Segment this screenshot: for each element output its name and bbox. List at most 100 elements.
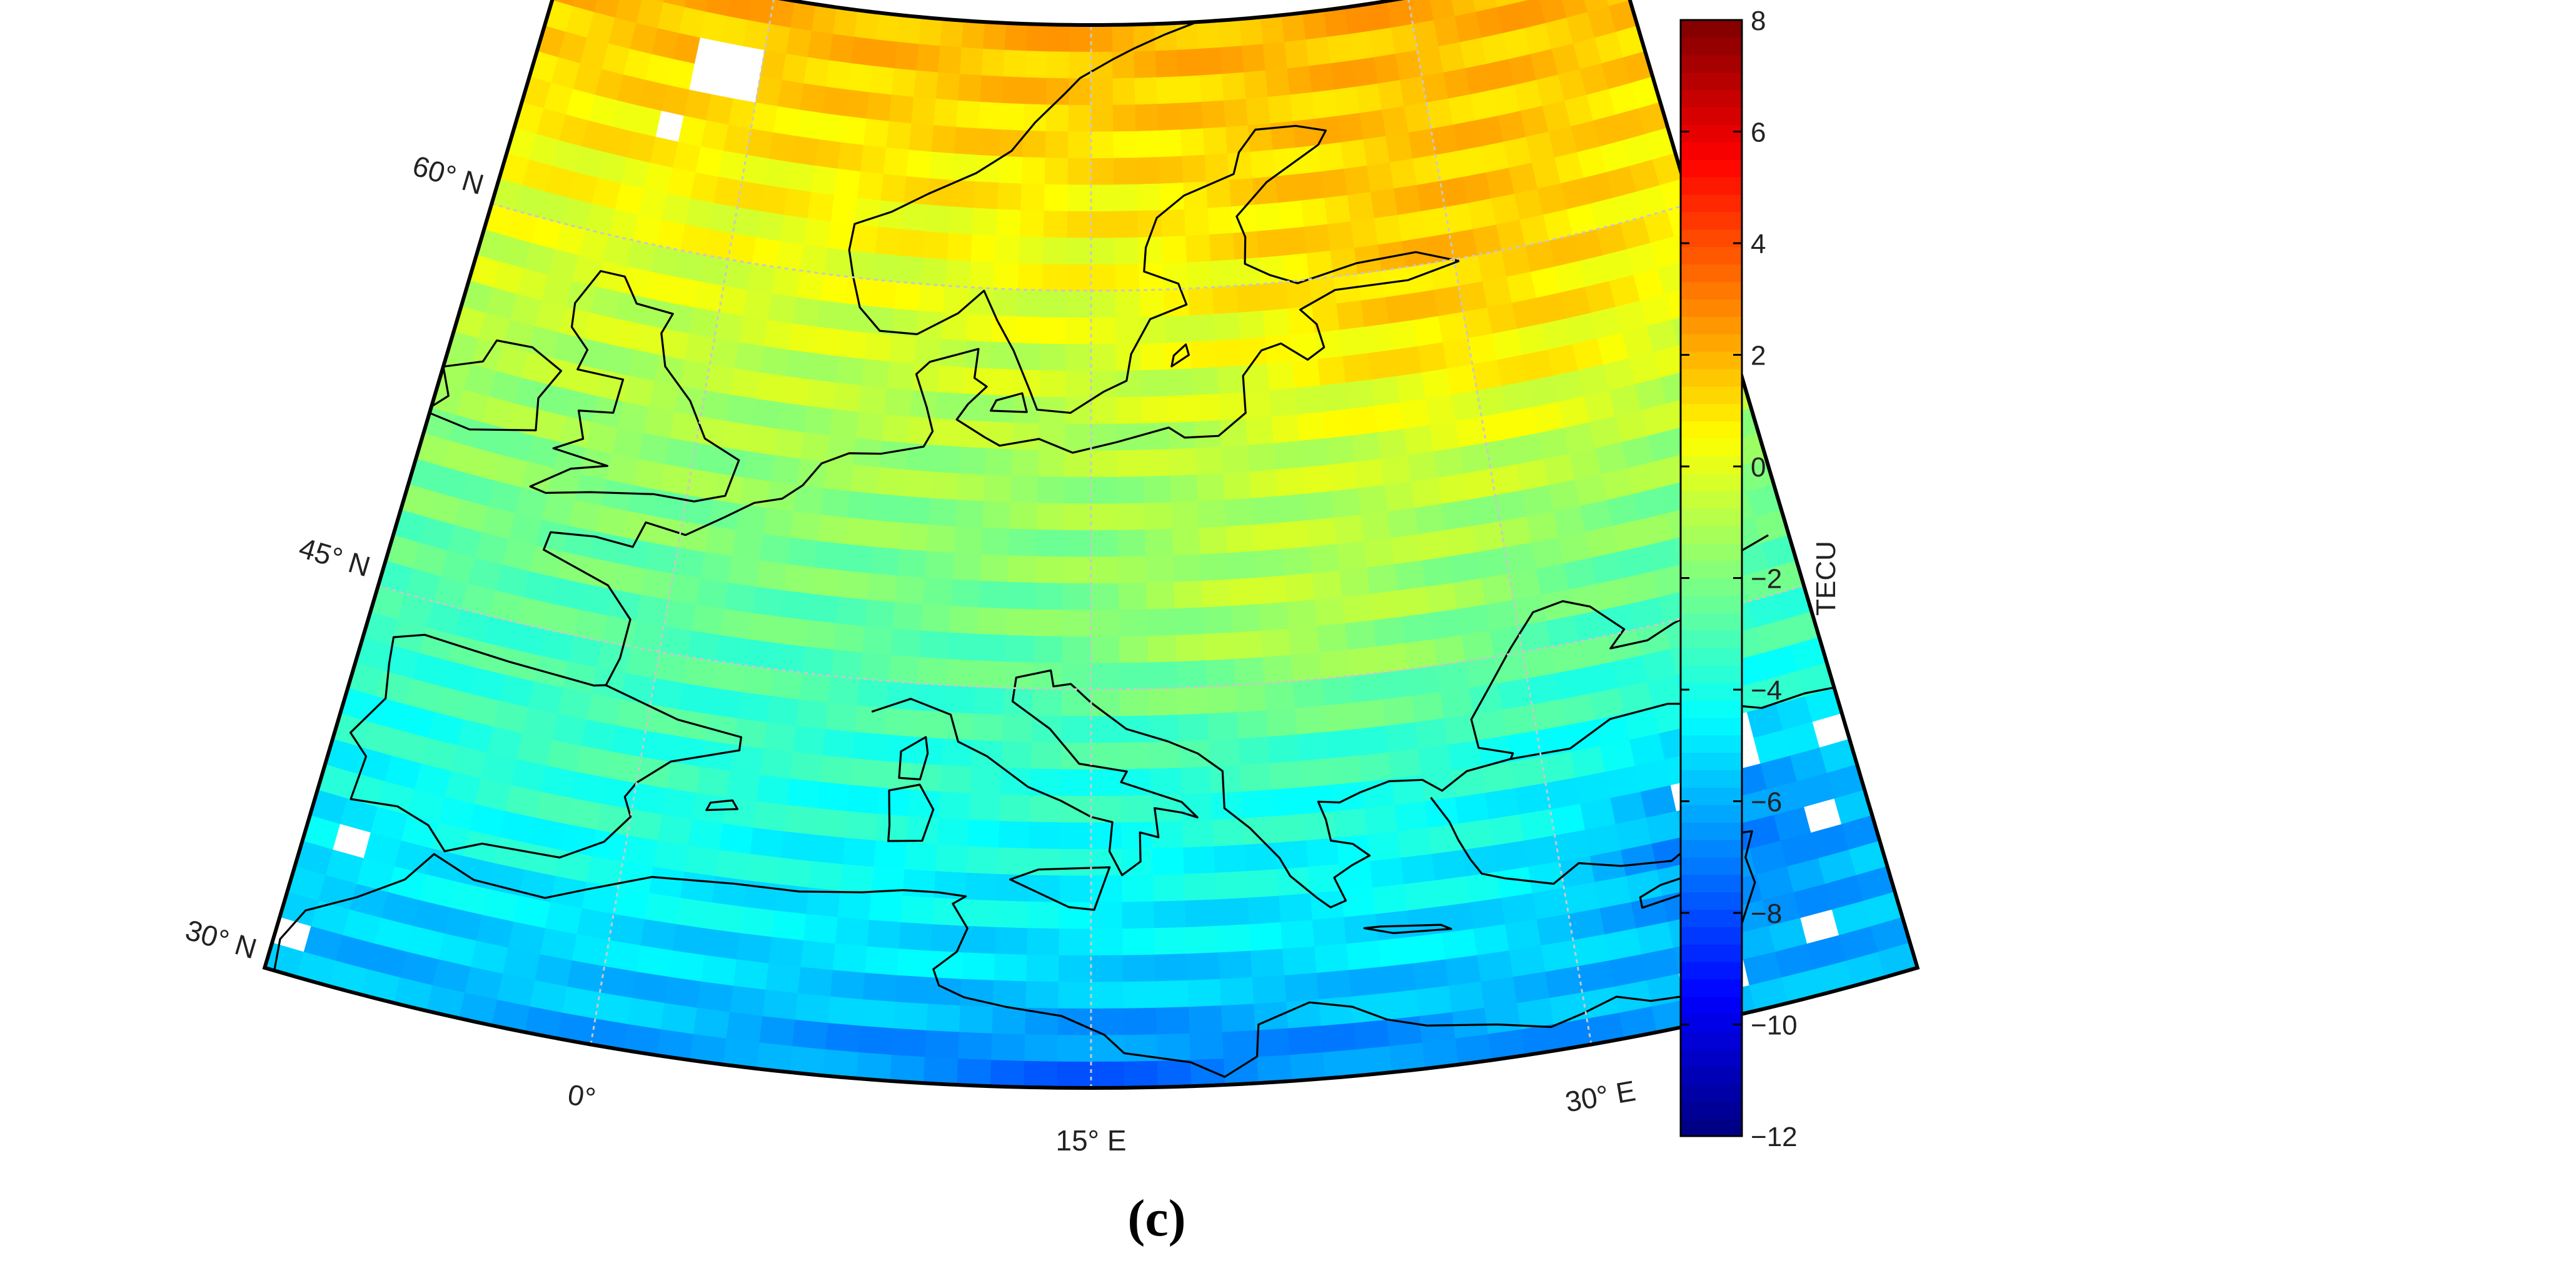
- tec-cell: [1404, 879, 1439, 911]
- tec-cell: [959, 46, 984, 76]
- tec-cell: [898, 228, 926, 258]
- tec-cell: [1090, 556, 1119, 584]
- tec-cell: [1217, 365, 1245, 394]
- tec-cell: [573, 0, 602, 13]
- tec-cell: [814, 138, 842, 169]
- tec-cell: [787, 536, 818, 568]
- tec-cell: [914, 336, 942, 366]
- tec-cell: [1321, 1022, 1357, 1053]
- tec-cell: [895, 974, 930, 1004]
- tec-cell: [1038, 422, 1066, 451]
- tec-cell: [1112, 51, 1135, 79]
- tec-cell: [935, 843, 969, 873]
- tec-cell: [860, 652, 892, 682]
- tec-cell: [1202, 605, 1233, 634]
- colorbar-band: [1681, 334, 1742, 352]
- tec-cell: [1157, 102, 1182, 131]
- tec-cell: [1336, 833, 1371, 865]
- tec-cell: [1005, 634, 1035, 663]
- tec-cell: [847, 63, 873, 93]
- colorbar-band: [1681, 927, 1742, 945]
- tec-cell: [736, 932, 773, 964]
- tec-cell: [897, 548, 928, 578]
- tec-cell: [1393, 184, 1422, 215]
- tec-cell: [1486, 437, 1517, 470]
- tec-cell: [926, 523, 957, 553]
- tec-cell: [1307, 516, 1337, 547]
- tec-cell: [1199, 525, 1229, 555]
- tec-cell: [1239, 762, 1272, 792]
- tec-cell: [858, 385, 888, 415]
- tec-cell: [1521, 484, 1554, 516]
- tec-cell: [672, 923, 709, 955]
- tec-cell: [798, 966, 833, 997]
- tec-cell: [1058, 954, 1092, 982]
- tec-cell: [631, 782, 667, 815]
- colorbar-tick-label: 6: [1751, 118, 1766, 148]
- tec-cell: [1044, 183, 1069, 211]
- tec-cell: [1299, 757, 1332, 788]
- tec-cell: [1062, 582, 1092, 610]
- tec-cell: [1331, 781, 1366, 812]
- tec-cell: [692, 603, 725, 635]
- tec-cell: [1090, 343, 1117, 371]
- colorbar-band: [1681, 648, 1742, 666]
- tec-cell: [1344, 164, 1371, 195]
- tec-cell: [1376, 642, 1409, 673]
- tec-cell: [1385, 293, 1414, 324]
- tec-cell: [635, 594, 669, 626]
- tec-cell: [1327, 33, 1353, 64]
- tec-cell: [916, 43, 941, 73]
- tec-cell: [1201, 578, 1232, 608]
- tec-cell: [1124, 1060, 1159, 1089]
- tec-cell: [802, 646, 835, 677]
- tec-cell: [1320, 381, 1349, 412]
- tec-cell: [972, 713, 1004, 742]
- colorbar-band: [1681, 735, 1742, 753]
- tec-cell: [1282, 253, 1310, 283]
- tec-cell: [694, 280, 724, 312]
- tec-cell: [958, 1031, 993, 1060]
- tec-cell: [1467, 333, 1498, 365]
- colorbar-band: [1681, 421, 1742, 439]
- tec-cell: [696, 765, 731, 798]
- tec-cell: [1334, 513, 1365, 545]
- tec-cell: [750, 827, 785, 858]
- tec-cell: [1356, 83, 1382, 113]
- tec-cell: [736, 503, 768, 535]
- tec-cell: [792, 1019, 829, 1050]
- tec-cell: [1429, 420, 1461, 451]
- tec-cell: [1066, 263, 1092, 291]
- coastline-great-britain: [529, 269, 740, 503]
- tec-cell: [959, 1005, 994, 1034]
- tec-cell: [875, 226, 902, 256]
- tec-cell: [1413, 315, 1444, 346]
- tec-cell: [970, 233, 997, 263]
- colorbar-band: [1681, 578, 1742, 596]
- tec-cell: [861, 358, 890, 388]
- tec-cell: [1117, 449, 1145, 477]
- tec-cell: [829, 33, 855, 64]
- tec-cell: [1270, 120, 1296, 150]
- colorbar-band: [1681, 72, 1742, 91]
- tec-cell: [1526, 510, 1559, 543]
- tec-cell: [799, 672, 832, 703]
- tec-cell: [1123, 1007, 1157, 1035]
- tec-cell: [852, 731, 885, 762]
- tec-cell: [992, 288, 1019, 317]
- tec-cell: [1504, 918, 1542, 951]
- tec-cell: [773, 642, 807, 673]
- tec-cell: [1374, 214, 1402, 245]
- tec-cell: [847, 784, 881, 814]
- tec-cell: [1057, 1060, 1092, 1089]
- tec-cell: [1027, 927, 1060, 955]
- tec-cell: [1210, 258, 1237, 288]
- tec-cell: [1065, 343, 1092, 371]
- tec-cell: [808, 593, 840, 623]
- tec-cell: [800, 244, 828, 274]
- tec-cell: [1309, 543, 1341, 573]
- tec-cell: [1234, 257, 1262, 286]
- tec-cell: [770, 454, 802, 485]
- tec-cell: [1222, 471, 1252, 500]
- tec-cell: [983, 21, 1007, 50]
